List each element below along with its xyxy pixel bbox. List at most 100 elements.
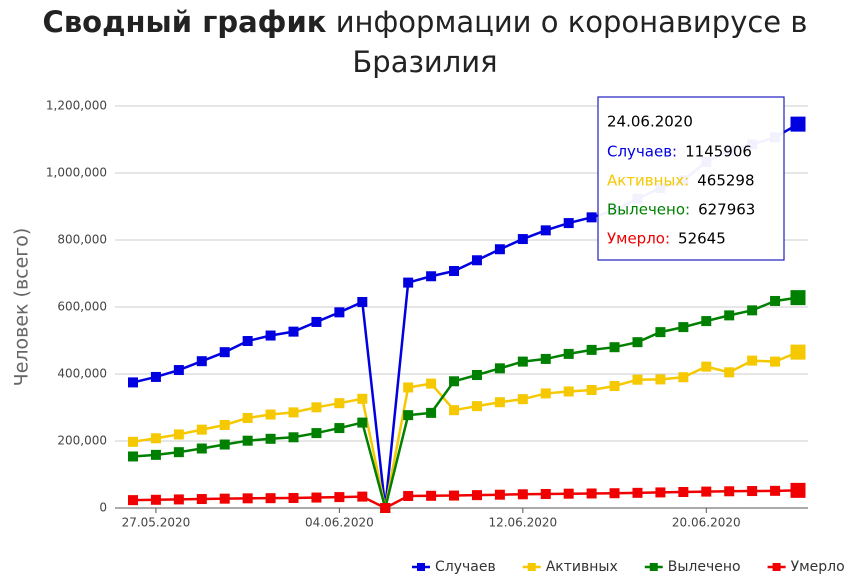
point bbox=[517, 394, 528, 405]
point bbox=[724, 367, 735, 378]
point bbox=[540, 388, 551, 399]
point bbox=[471, 255, 482, 266]
series-line bbox=[132, 296, 799, 509]
point bbox=[334, 492, 345, 503]
point bbox=[790, 116, 806, 132]
point bbox=[265, 433, 276, 444]
point bbox=[311, 316, 322, 327]
point bbox=[517, 356, 528, 367]
point bbox=[403, 410, 414, 421]
tooltip-label: Вылечено: bbox=[607, 201, 690, 219]
y-tick-label: 1,000,000 bbox=[46, 166, 107, 180]
point bbox=[219, 419, 230, 430]
point bbox=[747, 486, 758, 497]
point bbox=[471, 401, 482, 412]
point bbox=[563, 348, 574, 359]
y-tick-label: 200,000 bbox=[57, 434, 107, 448]
point bbox=[449, 490, 460, 501]
title-rest: информации о коронавирусе в bbox=[336, 5, 808, 39]
point bbox=[471, 490, 482, 501]
point bbox=[540, 488, 551, 499]
point bbox=[219, 439, 230, 450]
point bbox=[655, 374, 666, 385]
point bbox=[288, 492, 299, 503]
y-tick-label: 800,000 bbox=[57, 233, 107, 247]
point bbox=[770, 485, 781, 496]
point bbox=[311, 402, 322, 413]
point bbox=[426, 378, 437, 389]
point bbox=[494, 397, 505, 408]
point bbox=[471, 370, 482, 381]
tooltip-value: 1145906 bbox=[685, 143, 752, 161]
point bbox=[563, 488, 574, 499]
point bbox=[380, 503, 391, 513]
point bbox=[265, 330, 276, 341]
point bbox=[357, 491, 368, 502]
point bbox=[586, 488, 597, 499]
point bbox=[242, 336, 253, 347]
x-tick-label: 04.06.2020 bbox=[305, 516, 374, 530]
point bbox=[150, 433, 161, 444]
point bbox=[173, 365, 184, 376]
x-tick-label: 27.05.2020 bbox=[122, 516, 191, 530]
legend-label: Умерло bbox=[791, 559, 845, 575]
legend-label: Вылечено bbox=[668, 559, 741, 575]
point bbox=[609, 381, 620, 392]
point bbox=[265, 493, 276, 504]
tooltip-label: Случаев: bbox=[607, 143, 677, 161]
point bbox=[747, 355, 758, 366]
point bbox=[494, 244, 505, 255]
point bbox=[632, 487, 643, 498]
y-tick-label: 600,000 bbox=[57, 300, 107, 314]
point bbox=[288, 432, 299, 443]
point bbox=[219, 493, 230, 504]
point bbox=[128, 377, 138, 388]
point bbox=[196, 443, 207, 454]
point bbox=[403, 277, 414, 288]
point bbox=[196, 424, 207, 435]
tooltip-value: 52645 bbox=[678, 230, 726, 248]
point bbox=[426, 407, 437, 418]
point bbox=[403, 490, 414, 501]
legend-marker bbox=[772, 563, 781, 571]
point bbox=[517, 489, 528, 500]
tooltip-label: Активных: bbox=[607, 172, 689, 190]
point bbox=[563, 218, 574, 229]
x-tick-label: 20.06.2020 bbox=[672, 516, 741, 530]
point bbox=[357, 393, 368, 404]
point bbox=[242, 412, 253, 423]
point bbox=[632, 337, 643, 348]
point bbox=[724, 310, 735, 321]
point bbox=[563, 386, 574, 397]
x-tick-label: 12.06.2020 bbox=[488, 516, 557, 530]
legend-label: Случаев bbox=[435, 559, 496, 575]
legend-label: Активных bbox=[546, 559, 618, 575]
point bbox=[219, 347, 230, 358]
point bbox=[150, 371, 161, 382]
point bbox=[449, 266, 460, 277]
point bbox=[540, 225, 551, 236]
legend-marker bbox=[527, 563, 536, 571]
point bbox=[770, 295, 781, 306]
point bbox=[449, 405, 460, 416]
point bbox=[449, 376, 460, 387]
series-line bbox=[132, 489, 799, 510]
point bbox=[242, 435, 253, 446]
legend-marker bbox=[417, 563, 425, 571]
point bbox=[609, 488, 620, 499]
tooltip-value: 627963 bbox=[698, 201, 755, 219]
point bbox=[609, 342, 620, 353]
point bbox=[150, 449, 161, 460]
point bbox=[678, 487, 689, 498]
point bbox=[173, 447, 184, 458]
point bbox=[334, 423, 345, 434]
point bbox=[790, 344, 806, 360]
point bbox=[128, 451, 138, 462]
point bbox=[678, 322, 689, 333]
tooltip-box bbox=[597, 96, 785, 261]
point bbox=[517, 234, 528, 245]
chart-title-line2: Бразилия bbox=[352, 45, 497, 79]
point bbox=[173, 494, 184, 505]
point bbox=[494, 489, 505, 500]
